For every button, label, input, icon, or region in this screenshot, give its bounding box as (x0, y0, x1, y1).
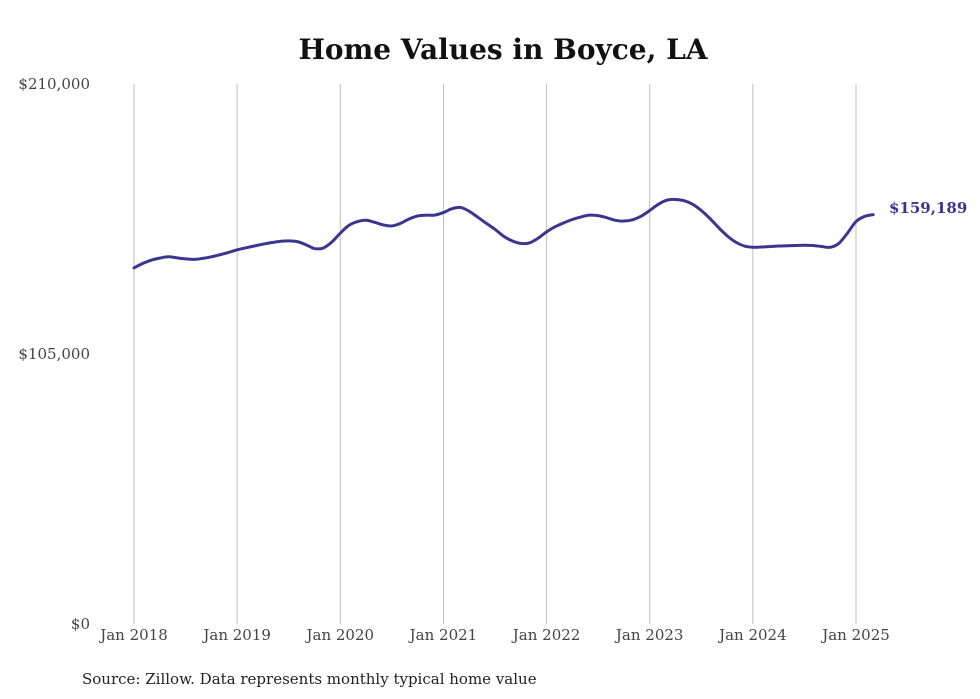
y-tick-label: $210,000 (18, 75, 90, 93)
x-tick-label: Jan 2020 (305, 626, 375, 644)
x-tick-label: Jan 2021 (408, 626, 478, 644)
x-axis-tick-labels: Jan 2018 Jan 2019 Jan 2020 Jan 2021 Jan 2022… (98, 626, 890, 644)
y-tick-label: $0 (71, 615, 90, 633)
x-tick-label: Jan 2022 (511, 626, 581, 644)
x-tick-label: Jan 2025 (820, 626, 890, 644)
source-note: Source: Zillow. Data represents monthly … (82, 670, 537, 688)
x-tick-label: Jan 2023 (614, 626, 684, 644)
y-tick-label: $105,000 (18, 345, 90, 363)
latest-value-label: $159,189 (889, 199, 967, 217)
y-axis-tick-labels: $0 $105,000 $210,000 (18, 75, 90, 633)
chart-title: Home Values in Boyce, LA (298, 33, 708, 66)
x-tick-label: Jan 2019 (201, 626, 271, 644)
home-value-line (132, 197, 875, 270)
x-tick-label: Jan 2018 (98, 626, 168, 644)
x-tick-label: Jan 2024 (717, 626, 787, 644)
x-gridlines (133, 84, 857, 624)
